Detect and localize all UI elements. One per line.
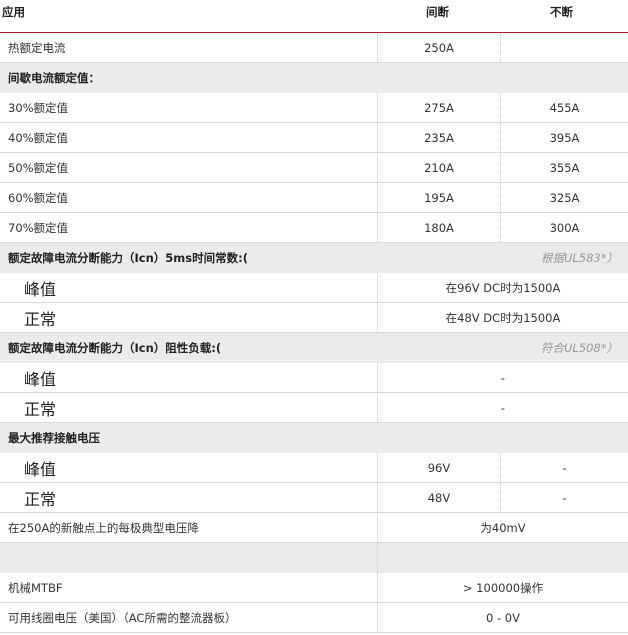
table-row: 30%额定值 275A 455A [0, 93, 628, 123]
row-label: 峰值 [24, 279, 57, 299]
intermittent-value: 275A [377, 93, 500, 122]
row-value: 在96V DC时为1500A [377, 273, 628, 302]
row-label: 正常 [24, 489, 57, 509]
intermittent-value: 250A [377, 33, 500, 62]
section-note: 符合UL508*） [540, 341, 618, 355]
table-row: 可用线圈电压（美国）（AC所需的整流器板） 0 - 0V [0, 603, 628, 633]
table-row: 正常 在48V DC时为1500A [0, 303, 628, 333]
row-label: 机械MTBF [8, 580, 63, 595]
row-label: 在250A的新触点上的每极典型电压降 [8, 520, 199, 535]
table-row: 机械MTBF > 100000操作 [0, 573, 628, 603]
row-label: 热额定电流 [8, 40, 66, 55]
header-continuous: 不断 [550, 5, 573, 19]
section-label: 额定故障电流分断能力（Icn）5ms时间常数:( [8, 251, 248, 265]
spec-table: 热额定电流 250A 间歇电流额定值： 30%额定值 275A 455A 40%额定值 235… [0, 33, 628, 633]
row-label: 峰值 [24, 369, 57, 389]
table-row: 峰值 在96V DC时为1500A [0, 273, 628, 303]
intermittent-value: 48V [377, 483, 500, 512]
row-value: - [377, 363, 628, 392]
intermittent-value: 180A [377, 213, 500, 242]
intermittent-value: 235A [377, 123, 500, 152]
row-label: 70%额定值 [8, 220, 69, 235]
row-value: 0 - 0V [377, 603, 628, 632]
table-header: 应用 间断 不断 [0, 0, 628, 33]
table-row: 峰值 - [0, 363, 628, 393]
section-row: 间歇电流额定值： [0, 63, 628, 93]
empty-row [0, 543, 628, 573]
table-row: 热额定电流 250A [0, 33, 628, 63]
continuous-value: - [500, 453, 628, 482]
intermittent-value: 210A [377, 153, 500, 182]
section-label: 额定故障电流分断能力（Icn）阻性负载:( [8, 341, 222, 355]
row-label: 可用线圈电压（美国）（AC所需的整流器板） [8, 610, 237, 625]
continuous-value: - [500, 483, 628, 512]
continuous-value: 455A [500, 93, 628, 122]
section-row: 最大推荐接触电压 [0, 423, 628, 453]
section-row: 额定故障电流分断能力（Icn）阻性负载:( 符合UL508*） [0, 333, 628, 363]
section-row: 额定故障电流分断能力（Icn）5ms时间常数:( 根据UL583*） [0, 243, 628, 273]
row-value: - [377, 393, 628, 422]
table-row: 40%额定值 235A 395A [0, 123, 628, 153]
table-row: 正常 - [0, 393, 628, 423]
table-row: 在250A的新触点上的每极典型电压降 为40mV [0, 513, 628, 543]
section-note: 根据UL583*） [540, 251, 618, 265]
table-row: 60%额定值 195A 325A [0, 183, 628, 213]
continuous-value: 395A [500, 123, 628, 152]
intermittent-value: 96V [377, 453, 500, 482]
header-application: 应用 [2, 5, 25, 19]
continuous-value [500, 33, 628, 62]
continuous-value: 325A [500, 183, 628, 212]
header-intermittent: 间断 [426, 5, 449, 19]
row-label: 30%额定值 [8, 100, 69, 115]
intermittent-value: 195A [377, 183, 500, 212]
section-label: 间歇电流额定值： [8, 71, 100, 85]
table-row: 正常 48V - [0, 483, 628, 513]
row-label: 峰值 [24, 459, 57, 479]
row-label: 正常 [24, 399, 57, 419]
row-label: 50%额定值 [8, 160, 69, 175]
continuous-value: 300A [500, 213, 628, 242]
row-value: 为40mV [377, 513, 628, 542]
row-label: 40%额定值 [8, 130, 69, 145]
row-label: 60%额定值 [8, 190, 69, 205]
section-label: 最大推荐接触电压 [8, 431, 100, 445]
table-row: 峰值 96V - [0, 453, 628, 483]
row-value: 在48V DC时为1500A [377, 303, 628, 332]
table-row: 70%额定值 180A 300A [0, 213, 628, 243]
table-row: 50%额定值 210A 355A [0, 153, 628, 183]
continuous-value: 355A [500, 153, 628, 182]
row-label: 正常 [24, 309, 57, 329]
row-value: > 100000操作 [377, 573, 628, 602]
